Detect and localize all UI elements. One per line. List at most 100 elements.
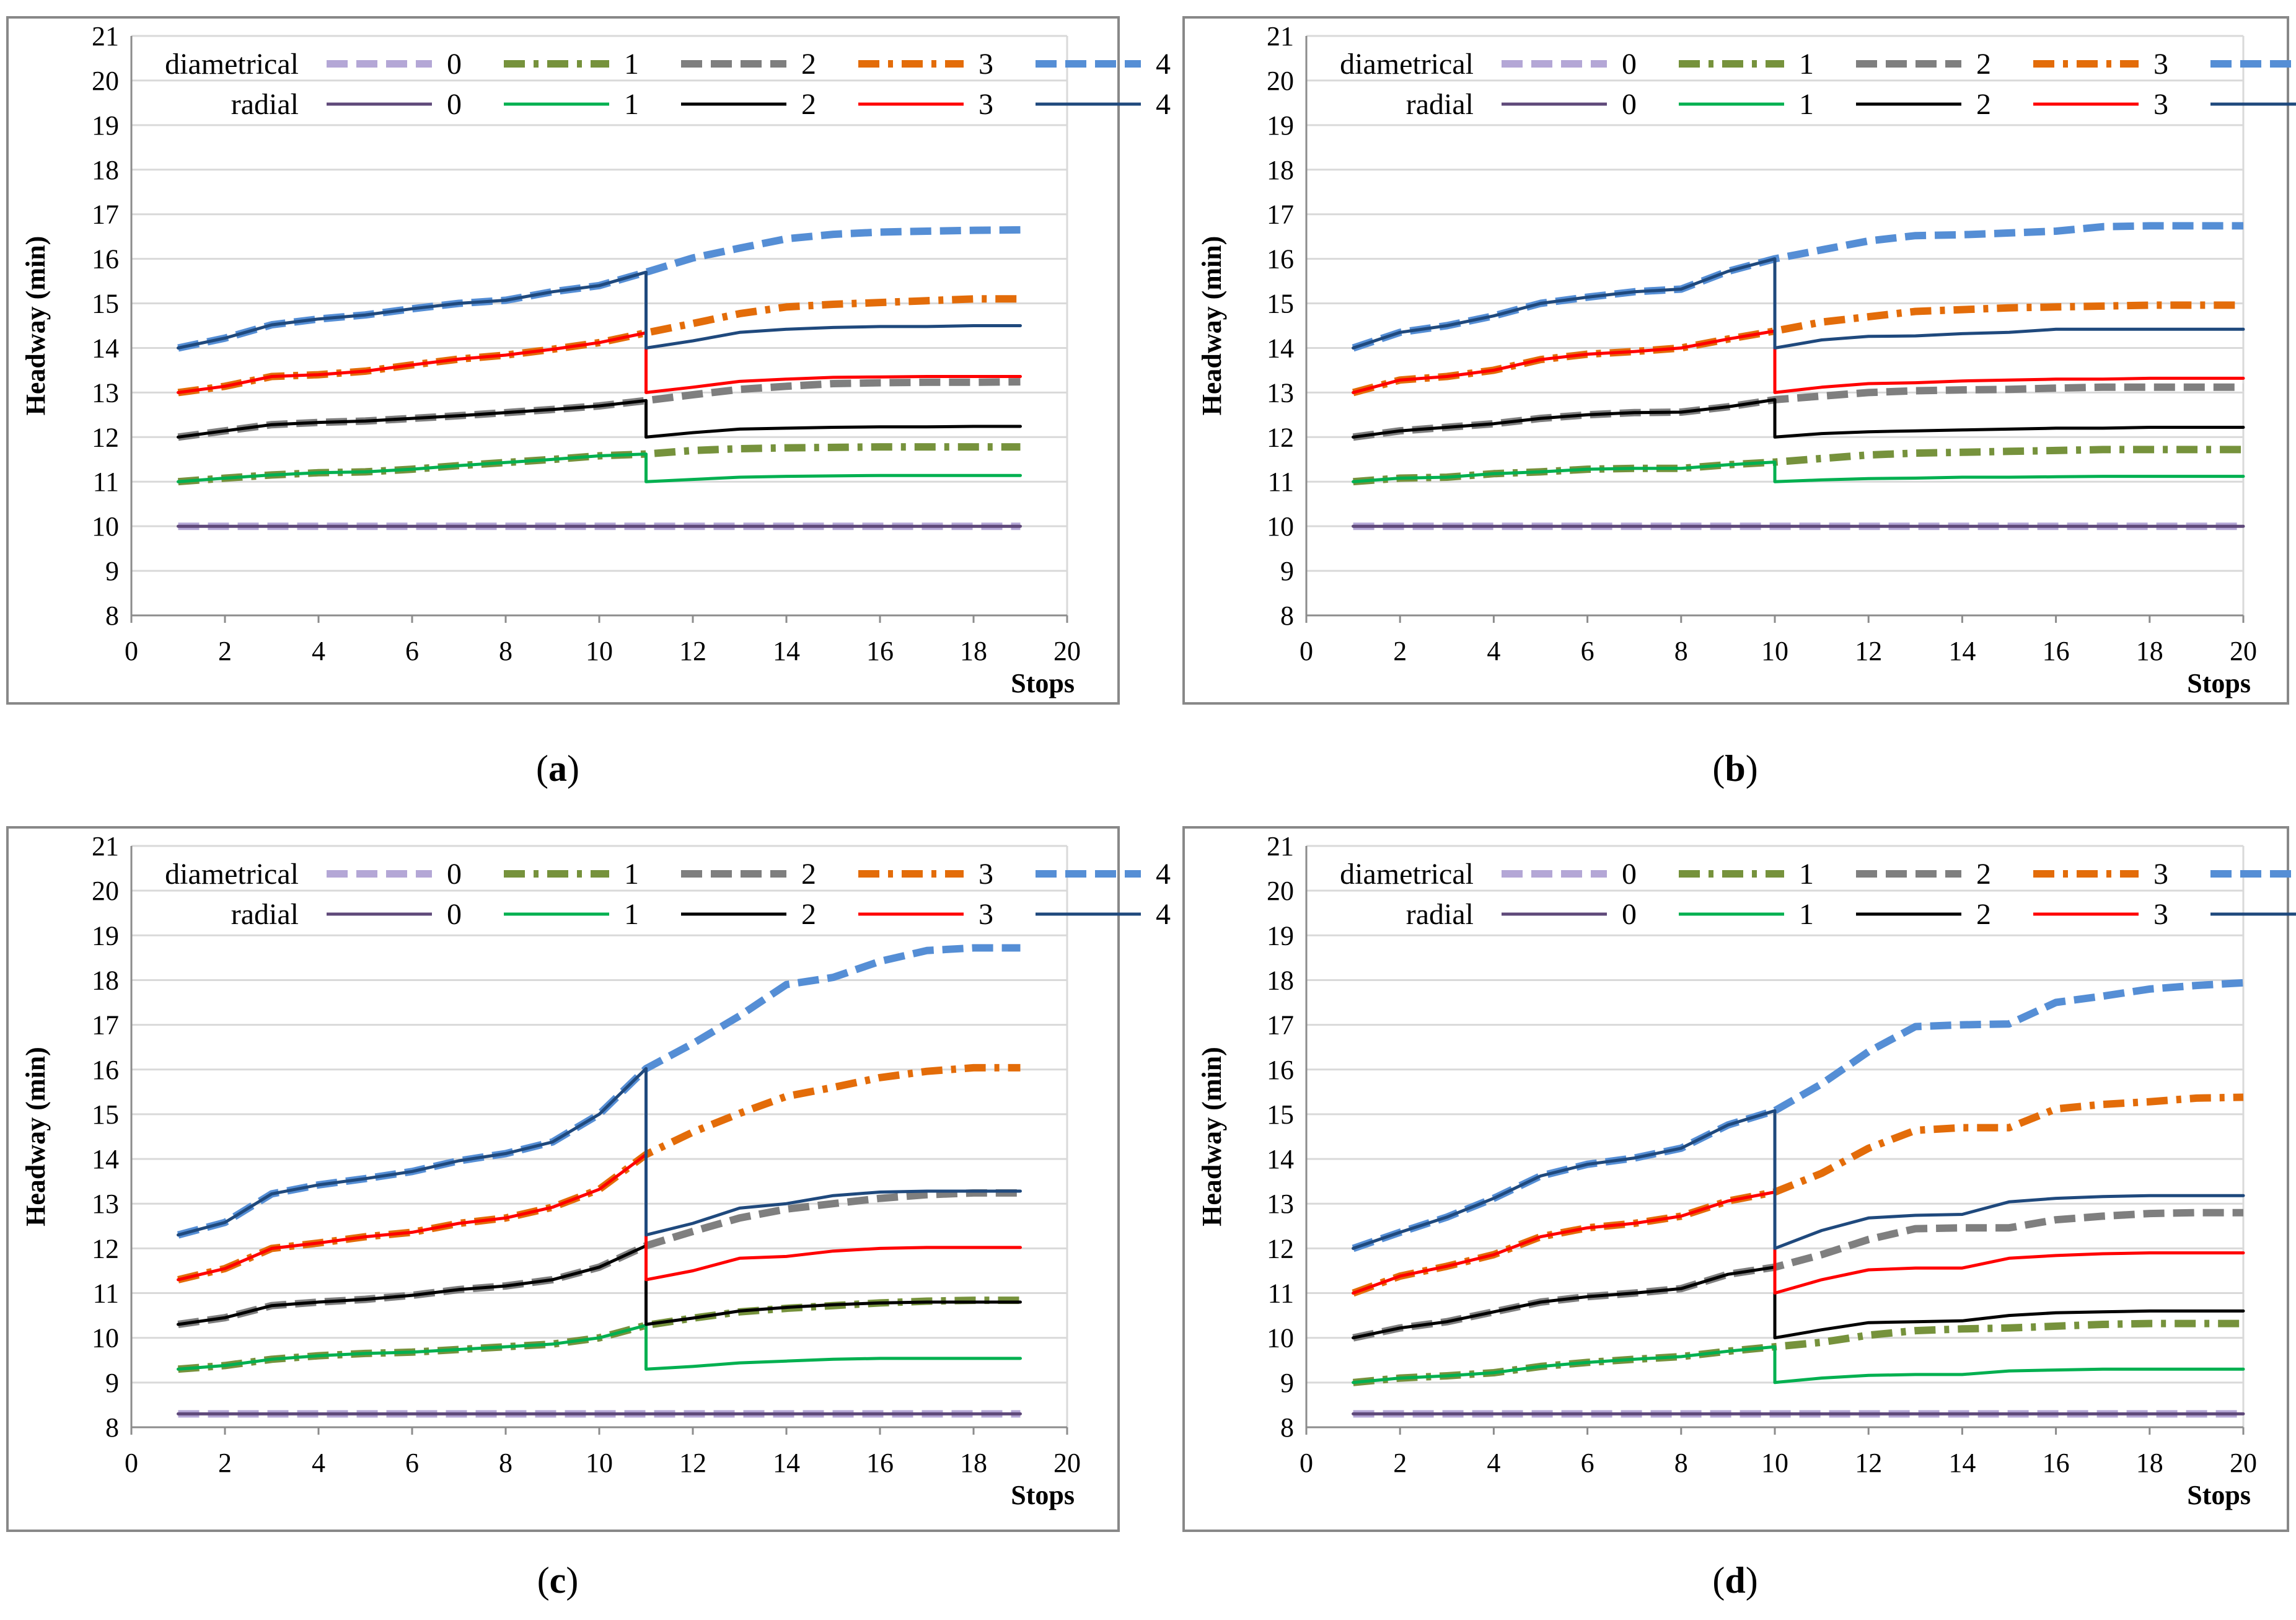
panel-caption: (b) [1712,748,1757,789]
x-tick-label: 2 [218,636,232,666]
y-tick-label: 9 [105,1368,119,1398]
y-tick-label: 21 [1267,21,1294,51]
legend-entry-label: 3 [979,88,993,121]
x-tick-label: 12 [679,1448,706,1478]
x-axis-title: Stops [2187,668,2251,698]
series-line-radial-1 [177,452,1022,483]
panel-caption: (a) [536,748,579,789]
x-tick-label: 4 [1487,636,1500,666]
x-tick-label: 6 [405,1448,419,1478]
x-tick-label: 18 [960,636,987,666]
x-tick-label: 12 [679,636,706,666]
y-axis-title: Headway (min) [20,236,51,416]
legend-entry-label: 1 [1799,858,1814,891]
y-tick-label: 16 [92,1055,119,1085]
y-tick-label: 19 [1267,920,1294,951]
series-line-radial-3 [1352,1191,2245,1295]
x-tick-label: 6 [1581,636,1594,666]
legend-entry-label: 4 [1156,88,1171,121]
y-tick-label: 10 [92,511,119,542]
y-tick-label: 13 [92,377,119,408]
legend-entry-label: 3 [2153,858,2168,891]
legend-entry-label: 2 [1976,48,1991,81]
x-tick-label: 20 [2230,636,2257,666]
y-tick-label: 8 [105,601,119,631]
series-line-radial-4 [1352,257,2245,350]
y-tick-label: 9 [1280,556,1294,586]
y-tick-label: 8 [1280,601,1294,631]
x-tick-label: 4 [1487,1448,1500,1478]
series-line-radial-1 [1352,460,2245,483]
chart-frame [1182,826,2289,1532]
y-tick-label: 13 [1267,377,1294,408]
y-tick-label: 18 [1267,155,1294,185]
legend-group-label: radial [1406,898,1474,931]
y-tick-label: 20 [1267,876,1294,906]
y-tick-label: 12 [1267,1233,1294,1264]
y-tick-label: 10 [92,1323,119,1354]
y-axis-title: Headway (min) [1197,236,1227,416]
y-tick-label: 12 [1267,422,1294,452]
x-tick-label: 18 [960,1448,987,1478]
x-tick-label: 14 [1948,1448,1976,1478]
series-line-radial-4 [177,1067,1022,1237]
y-tick-label: 15 [1267,1099,1294,1130]
y-tick-label: 14 [92,333,119,363]
series-line-radial-4 [177,270,1022,350]
x-tick-label: 0 [125,1448,138,1478]
legend-entry-label: 2 [1976,88,1991,121]
legend-entry-label: 2 [801,48,816,81]
x-tick-label: 4 [312,636,325,666]
legend-entry-label: 1 [624,898,639,931]
series-line-radial-2 [1352,398,2245,439]
y-tick-label: 10 [1267,1323,1294,1354]
x-tick-label: 16 [866,1448,894,1478]
panel-caption: (d) [1712,1560,1757,1601]
y-tick-label: 8 [1280,1412,1294,1443]
legend-entry-label: 2 [801,898,816,931]
x-tick-label: 20 [1053,1448,1081,1478]
y-tick-label: 19 [92,920,119,951]
x-tick-label: 14 [773,1448,800,1478]
y-tick-label: 9 [1280,1368,1294,1398]
y-tick-label: 18 [92,965,119,995]
y-tick-label: 20 [92,876,119,906]
y-tick-label: 16 [1267,1055,1294,1085]
y-tick-label: 14 [92,1144,119,1174]
x-tick-label: 8 [1674,1448,1688,1478]
y-tick-label: 15 [1267,289,1294,319]
y-tick-label: 10 [1267,511,1294,542]
y-tick-label: 18 [92,155,119,185]
x-tick-label: 8 [499,636,512,666]
series-line-radial-3 [177,1153,1022,1282]
legend-entry-label: 0 [1622,88,1637,121]
x-tick-label: 2 [1393,636,1407,666]
x-tick-label: 0 [125,636,138,666]
x-axis-title: Stops [1011,1480,1075,1510]
y-tick-label: 17 [92,1010,119,1041]
y-tick-label: 11 [1268,1279,1294,1309]
y-tick-label: 13 [92,1189,119,1219]
legend-entry-label: 0 [447,898,462,931]
x-tick-label: 20 [1053,636,1081,666]
y-tick-label: 11 [1268,467,1294,497]
legend-entry-label: 3 [979,858,993,891]
legend-entry-label: 1 [624,88,639,121]
x-tick-label: 16 [2043,1448,2070,1478]
legend-entry-label: 2 [801,88,816,121]
x-tick-label: 20 [2230,1448,2257,1478]
x-tick-label: 18 [2136,636,2163,666]
y-tick-label: 21 [92,21,119,51]
legend-group-label: diametrical [165,858,299,891]
x-tick-label: 10 [1761,636,1788,666]
x-tick-label: 2 [1393,1448,1407,1478]
y-tick-label: 19 [1267,110,1294,141]
x-tick-label: 16 [866,636,894,666]
y-tick-label: 13 [1267,1189,1294,1219]
legend-entry-label: 4 [1156,48,1171,81]
legend-entry-label: 3 [2153,88,2168,121]
legend-group-label: diametrical [1340,858,1474,891]
series-line-radial-4 [1352,1109,2245,1250]
series-line-radial-2 [177,1244,1022,1326]
